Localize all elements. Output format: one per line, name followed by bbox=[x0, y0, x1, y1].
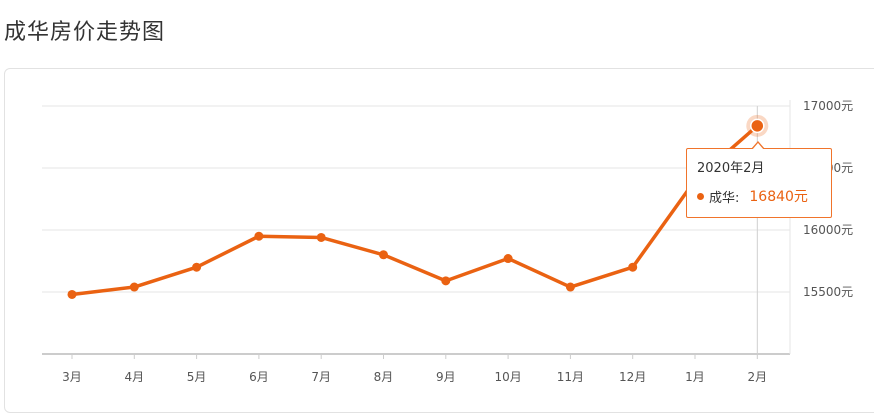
x-tick-label: 4月 bbox=[124, 370, 144, 384]
tooltip-series-dot bbox=[697, 192, 704, 200]
x-tick-label: 12月 bbox=[619, 370, 646, 384]
data-tooltip: 2020年2月 成华: 16840元 bbox=[686, 141, 832, 218]
grid-lines bbox=[42, 100, 791, 355]
x-tick-label: 10月 bbox=[494, 370, 521, 384]
data-point[interactable] bbox=[192, 262, 202, 272]
tooltip-row: 成华: 16840元 bbox=[697, 186, 821, 206]
data-point[interactable] bbox=[254, 231, 264, 241]
data-point[interactable] bbox=[628, 262, 638, 272]
y-tick-label: 15500元 bbox=[803, 285, 853, 299]
x-tick-label: 1月 bbox=[685, 370, 705, 384]
data-point[interactable] bbox=[129, 282, 139, 292]
data-point[interactable] bbox=[67, 289, 77, 299]
tooltip-arrow bbox=[751, 141, 765, 150]
x-tick-label: 8月 bbox=[374, 370, 394, 384]
x-tick-label: 11月 bbox=[557, 370, 584, 384]
y-tick-label: 17000元 bbox=[803, 99, 853, 113]
x-tick-label: 2月 bbox=[747, 370, 767, 384]
tooltip-title: 2020年2月 bbox=[697, 161, 765, 176]
x-tick-label: 3月 bbox=[62, 370, 82, 384]
y-tick-label: 16000元 bbox=[803, 223, 853, 237]
x-tick-label: 5月 bbox=[187, 370, 207, 384]
data-point[interactable] bbox=[316, 232, 326, 242]
data-point[interactable] bbox=[503, 254, 513, 264]
x-tick-label: 7月 bbox=[311, 370, 331, 384]
chart-panel bbox=[4, 68, 874, 413]
series-layer bbox=[67, 114, 769, 299]
tooltip-series-label: 成华: bbox=[709, 190, 740, 206]
data-point[interactable] bbox=[379, 250, 388, 260]
data-point[interactable] bbox=[441, 276, 451, 286]
x-axis-ticks: 3月 4月 5月 6月 7月 8月 9月 10月 11月 12月 1月 2月 bbox=[62, 354, 767, 384]
series-line bbox=[70, 124, 760, 297]
data-point[interactable] bbox=[565, 282, 575, 292]
page-title: 成华房价走势图 bbox=[4, 20, 166, 45]
tooltip-value: 16840元 bbox=[749, 189, 808, 205]
x-tick-label: 6月 bbox=[249, 370, 269, 384]
x-tick-label: 9月 bbox=[436, 370, 456, 384]
data-point-highlighted[interactable] bbox=[750, 118, 765, 134]
